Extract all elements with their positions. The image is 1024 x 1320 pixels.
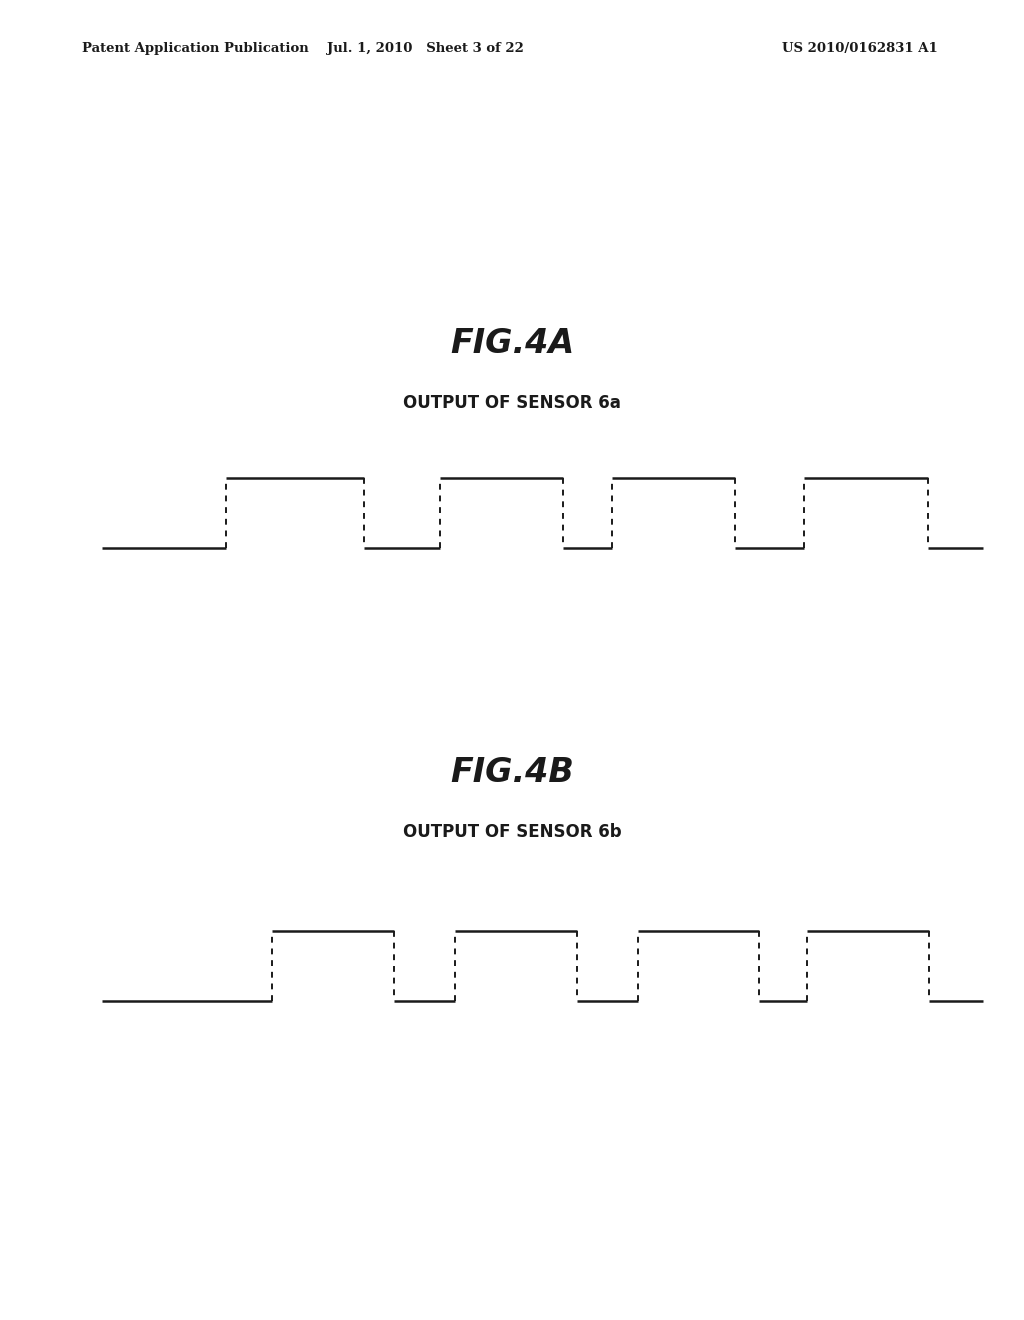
Text: US 2010/0162831 A1: US 2010/0162831 A1: [782, 42, 938, 55]
Text: OUTPUT OF SENSOR 6a: OUTPUT OF SENSOR 6a: [403, 393, 621, 412]
Text: Jul. 1, 2010   Sheet 3 of 22: Jul. 1, 2010 Sheet 3 of 22: [327, 42, 523, 55]
Text: OUTPUT OF SENSOR 6b: OUTPUT OF SENSOR 6b: [402, 822, 622, 841]
Text: Patent Application Publication: Patent Application Publication: [82, 42, 308, 55]
Text: FIG.4A: FIG.4A: [450, 327, 574, 360]
Text: FIG.4B: FIG.4B: [451, 755, 573, 789]
